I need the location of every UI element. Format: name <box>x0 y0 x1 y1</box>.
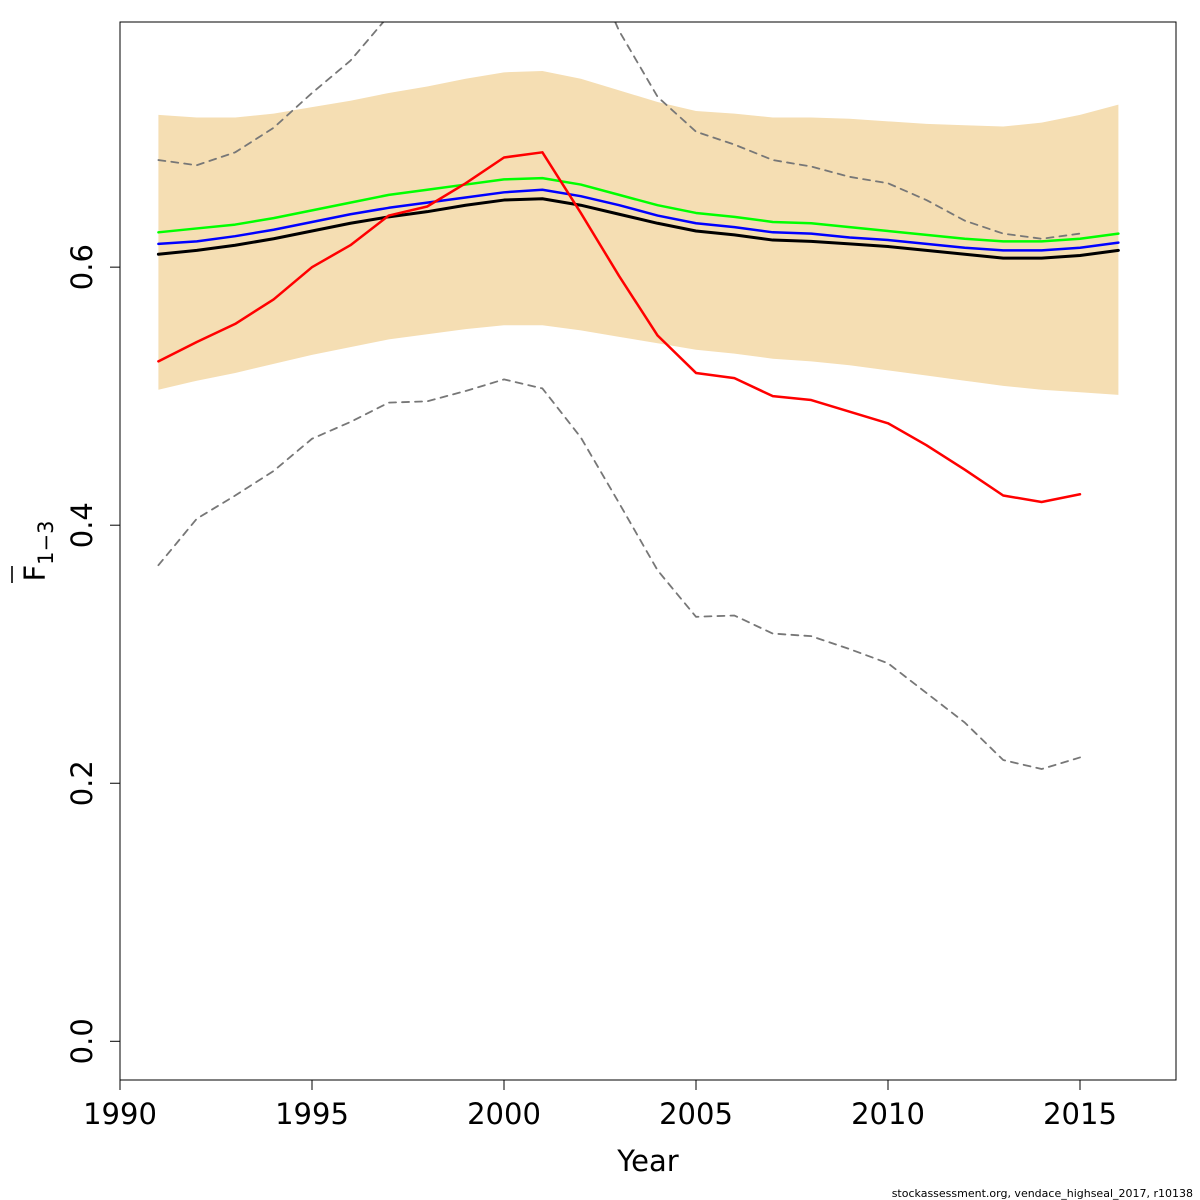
y-tick-label: 0.0 <box>65 1018 99 1064</box>
y-tick-label: 0.2 <box>65 760 99 806</box>
x-tick-label: 2000 <box>467 1097 541 1131</box>
plot-area <box>156 22 1120 770</box>
series-line-4 <box>157 22 1081 240</box>
y-tick-label: 0.6 <box>65 244 99 290</box>
series-line-0 <box>156 197 1120 260</box>
y-axis-title-subscript: 1−3 <box>34 520 58 564</box>
x-tick-label: 2010 <box>851 1097 925 1131</box>
y-tick-label: 0.4 <box>65 502 99 548</box>
x-tick-label: 2005 <box>659 1097 733 1131</box>
y-axis-title: F1−3 <box>18 520 58 581</box>
x-tick-label: 1990 <box>83 1097 157 1131</box>
x-tick-label: 1995 <box>275 1097 349 1131</box>
series-line-2 <box>157 176 1120 243</box>
x-tick-label: 2015 <box>1043 1097 1117 1131</box>
confidence-band <box>158 71 1119 395</box>
y-axis-title-main: F <box>18 565 52 582</box>
x-axis-title: Year <box>616 1144 678 1178</box>
series-line-1 <box>157 188 1120 252</box>
series-line-3 <box>157 151 1082 504</box>
svg-text:F1−3: F1−3 <box>18 520 58 581</box>
series-line-5 <box>157 378 1081 770</box>
y-axis: 0.0 0.2 0.4 0.6 <box>65 244 121 1064</box>
x-axis: 1990 1995 2000 2005 2010 2015 <box>83 1079 1117 1131</box>
footer-note: stockassessment.org, vendace_highseal_20… <box>892 1187 1193 1200</box>
